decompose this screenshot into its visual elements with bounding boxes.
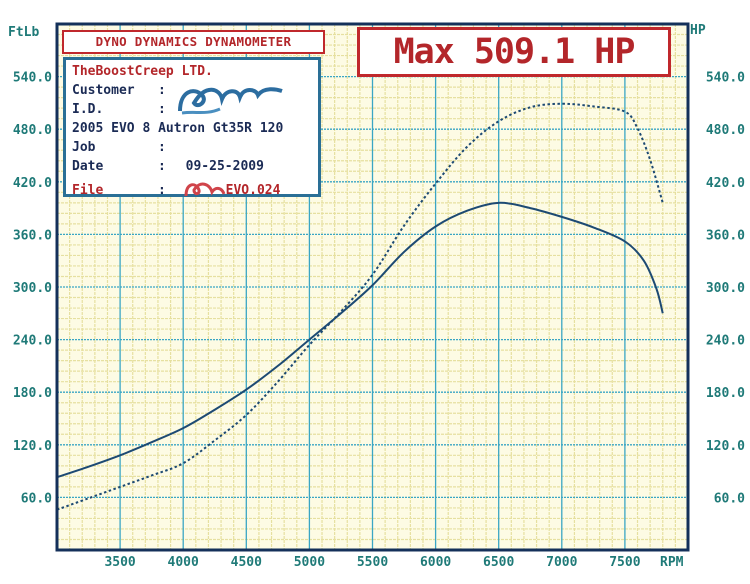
y-tick-label-left: 300.0 <box>13 281 52 296</box>
id-row: I.D.: <box>72 100 318 119</box>
y-tick-label-right: 300.0 <box>706 281 745 296</box>
date-row: Date: 09-25-2009 <box>72 157 318 176</box>
company-name: TheBoostCreep LTD. <box>72 64 213 79</box>
file-logo-icon <box>184 182 226 197</box>
y-tick-label-right: 540.0 <box>706 71 745 86</box>
y-tick-label-right: 240.0 <box>706 334 745 349</box>
x-tick-label: 6500 <box>483 555 514 570</box>
x-tick-label: 4000 <box>168 555 199 570</box>
x-tick-label: 4500 <box>231 555 262 570</box>
date-value: 09-25-2009 <box>185 159 264 174</box>
y-tick-label-left: 120.0 <box>13 439 52 454</box>
y-axis-left-label: FtLb <box>8 25 39 40</box>
y-tick-label-left: 240.0 <box>13 334 52 349</box>
job-row: Job: <box>72 138 318 157</box>
vehicle-description: 2005 EVO 8 Autron Gt35R 120 <box>72 121 284 136</box>
file-row: File: EVO.024 <box>72 176 318 198</box>
max-hp-label: Max 509.1 HP <box>357 27 671 77</box>
x-tick-label: 6000 <box>420 555 451 570</box>
y-tick-label-right: 60.0 <box>714 491 745 506</box>
y-tick-label-right: 180.0 <box>706 386 745 401</box>
colon: : <box>158 140 166 155</box>
y-tick-label-left: 420.0 <box>13 176 52 191</box>
y-tick-label-left: 540.0 <box>13 71 52 86</box>
x-tick-label: 5500 <box>357 555 388 570</box>
power-curve <box>56 102 664 511</box>
file-label: File <box>72 183 104 198</box>
colon: : <box>158 183 166 198</box>
file-value: EVO.024 <box>225 183 281 198</box>
x-tick-label: 3500 <box>104 555 135 570</box>
customer-label: Customer <box>72 83 135 98</box>
y-tick-label-left: 480.0 <box>13 123 52 138</box>
job-label: Job <box>72 140 96 155</box>
info-panel: TheBoostCreep LTD. Customer: I.D.: 2005 … <box>63 57 321 198</box>
y-tick-label-right: 360.0 <box>706 228 745 243</box>
y-tick-label-right: 120.0 <box>706 439 745 454</box>
x-axis-label: RPM <box>660 555 684 570</box>
colon: : <box>158 83 166 98</box>
colon: : <box>158 159 166 174</box>
y-tick-label-left: 60.0 <box>21 491 52 506</box>
y-tick-label-right: 420.0 <box>706 176 745 191</box>
colon: : <box>158 102 166 117</box>
customer-row: Customer: <box>72 81 318 115</box>
x-tick-label: 5000 <box>294 555 325 570</box>
id-label: I.D. <box>72 102 104 117</box>
torque-curve <box>56 201 664 479</box>
customer-logo-icon <box>178 87 283 115</box>
x-tick-label: 7500 <box>609 555 640 570</box>
x-tick-label: 7000 <box>546 555 577 570</box>
date-label: Date <box>72 159 104 174</box>
y-tick-label-right: 480.0 <box>706 123 745 138</box>
plot-border <box>55 22 690 552</box>
y-tick-label-left: 360.0 <box>13 228 52 243</box>
y-axis-right-label: HP <box>690 23 706 38</box>
chart-title: DYNO DYNAMICS DYNAMOMETER <box>62 30 325 54</box>
y-tick-label-left: 180.0 <box>13 386 52 401</box>
